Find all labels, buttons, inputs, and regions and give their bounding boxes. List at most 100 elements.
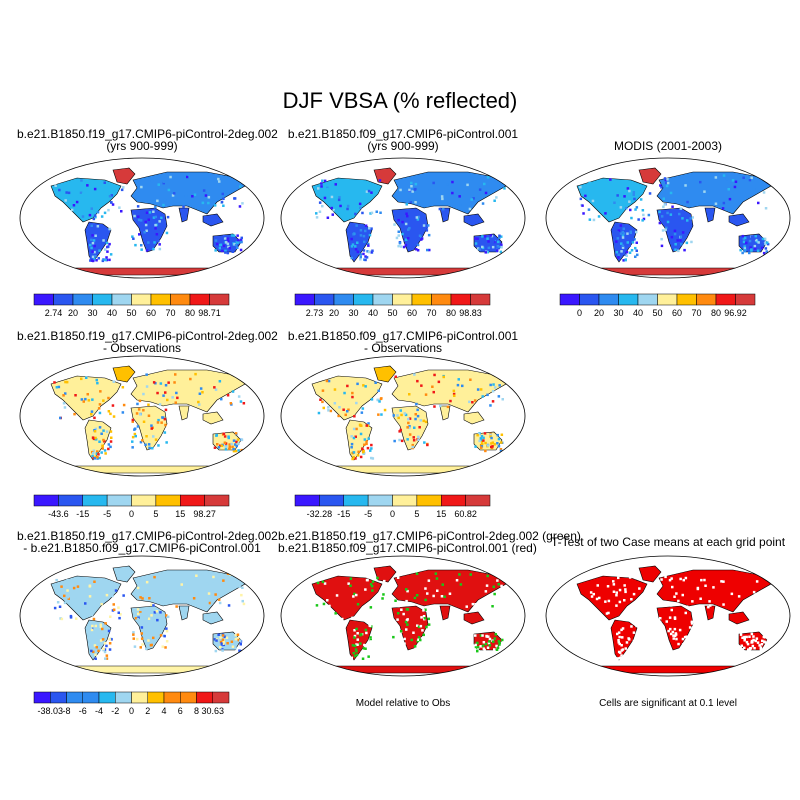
land-antarctica xyxy=(568,665,768,674)
colorbar-box xyxy=(33,494,59,507)
colorbar-box xyxy=(98,691,116,704)
colorbar-tick-label: 60.82 xyxy=(454,509,477,519)
colorbar-box xyxy=(111,293,132,306)
land-antarctica xyxy=(303,465,503,474)
grid-speckle xyxy=(53,372,246,460)
colorbar-tick-label: 70 xyxy=(691,308,701,318)
panel-title-line2: - b.e21.B1850.f09_g17.CMIP6-piControl.00… xyxy=(23,541,261,555)
colorbar-tick-label: 80 xyxy=(711,308,721,318)
colorbar-box xyxy=(598,293,619,306)
grid-speckle xyxy=(579,574,770,660)
colorbar-tick-label: 80 xyxy=(446,308,456,318)
colorbar-tick-label: -32.28 xyxy=(307,509,333,519)
land-india xyxy=(178,605,190,621)
land-seasia xyxy=(728,213,750,227)
land-namerica xyxy=(576,575,648,621)
map-model2 xyxy=(280,157,526,279)
colorbar-box xyxy=(72,293,93,306)
map-border xyxy=(280,157,526,279)
panel-title-line2: (yrs 900-999) xyxy=(367,139,439,153)
colorbar-diff2: -32.28 -15 -5 0 5 15 60.82 xyxy=(294,494,491,519)
colorbar-box xyxy=(579,293,600,306)
colorbar-tick-label: 70 xyxy=(165,308,175,318)
colorbar-box xyxy=(147,691,165,704)
colorbar-tick-label: -38.03 xyxy=(37,706,63,716)
grid-speckle xyxy=(53,572,246,660)
colorbar-tick-label: -43.6 xyxy=(48,509,69,519)
map-border xyxy=(19,555,265,677)
colorbar-box xyxy=(392,494,418,507)
colorbar-box xyxy=(115,691,132,704)
map-border xyxy=(19,157,265,279)
colorbar-obs: 0 20 30 40 50 60 70 80 96.92 xyxy=(559,293,756,318)
colorbar-tick-label: 15 xyxy=(436,509,446,519)
map-border xyxy=(545,157,791,279)
panel-title-line1: b.e21.B1850.f09_g17.CMIP6-piControl.001 xyxy=(287,127,519,141)
land-seasia xyxy=(202,411,224,425)
colorbar-tick-label: -2 xyxy=(111,706,119,716)
colorbar-model2: 2.73 20 30 40 50 60 70 80 98.83 xyxy=(294,293,491,318)
colorbar-tick-label: 8 xyxy=(194,706,199,716)
land-india xyxy=(704,605,716,621)
colorbar-box xyxy=(735,293,756,306)
land-greenland xyxy=(112,565,136,583)
land-antarctica xyxy=(303,267,503,276)
colorbar-tick-label: 2.74 xyxy=(45,308,63,318)
colorbar-box xyxy=(294,293,315,306)
colorbar-box xyxy=(180,691,197,704)
colorbar-tick-label: 30.63 xyxy=(201,706,224,716)
land-india xyxy=(439,605,451,621)
panel-title-line1: b.e21.B1850.f09_g17.CMIP6-piControl.001 xyxy=(287,329,519,343)
land-antarctica xyxy=(303,665,503,674)
land-greenland xyxy=(638,565,662,583)
colorbar-box xyxy=(637,293,658,306)
colorbar-tick-label: 80 xyxy=(185,308,195,318)
colorbar-box xyxy=(450,293,471,306)
colorbar-box xyxy=(66,691,83,704)
colorbar-tick-label: 20 xyxy=(68,308,78,318)
colorbar-tick-label: -5 xyxy=(103,509,111,519)
colorbar-box xyxy=(343,494,369,507)
colorbar-tick-label: -8 xyxy=(62,706,70,716)
panel-title-line1: T-Test of two Case means at each grid po… xyxy=(550,535,786,549)
grid-speckle xyxy=(579,174,770,262)
colorbar-box xyxy=(696,293,717,306)
colorbar-box xyxy=(58,494,84,507)
colorbar-tick-label: -6 xyxy=(79,706,87,716)
colorbar-tick-label: 15 xyxy=(175,509,185,519)
colorbar-tick-label: 20 xyxy=(594,308,604,318)
panel-title-line2: - Observations xyxy=(102,341,182,355)
grid-speckle xyxy=(317,373,504,461)
map-model1 xyxy=(19,157,265,279)
colorbar-tick-label: 40 xyxy=(107,308,117,318)
land-greenland xyxy=(373,365,397,383)
colorbar-box xyxy=(209,293,230,306)
land-antarctica xyxy=(42,465,242,474)
colorbar-model1: 2.74 20 30 40 50 60 70 80 98.71 xyxy=(33,293,230,318)
colorbar-tick-label: 30 xyxy=(87,308,97,318)
colorbar-box xyxy=(470,293,491,306)
colorbar-tick-label: 40 xyxy=(368,308,378,318)
land-africa xyxy=(130,605,168,651)
colorbar-tick-label: 2.73 xyxy=(306,308,324,318)
panel-title-line2: - Observations xyxy=(363,341,443,355)
main-title: DJF VBSA (% reflected) xyxy=(282,88,518,113)
colorbar-box xyxy=(33,293,54,306)
panel-title-line2: b.e21.B1850.f09_g17.CMIP6-piControl.001 … xyxy=(278,541,537,555)
land-namerica xyxy=(576,177,648,223)
colorbar-tick-label: 98.83 xyxy=(459,308,482,318)
land-seasia xyxy=(463,611,485,625)
land-seasia xyxy=(202,611,224,625)
panel-title-line1: b.e21.B1850.f19_g17.CMIP6-piControl-2deg… xyxy=(17,127,278,141)
land-seasia xyxy=(728,611,750,625)
land-greenland xyxy=(638,167,662,185)
colorbar-tick-label: 96.92 xyxy=(724,308,747,318)
colorbar-tick-label: -15 xyxy=(76,509,89,519)
colorbar-box xyxy=(106,494,132,507)
colorbar-box xyxy=(392,293,413,306)
colorbar-diff3: -38.03 -8 -6 -4 -2 0 2 4 6 8 30.63 xyxy=(33,691,230,716)
colorbar-box xyxy=(294,494,320,507)
grid-speckle xyxy=(315,176,506,262)
land-seasia xyxy=(463,213,485,227)
colorbar-tick-label: 98.71 xyxy=(198,308,221,318)
